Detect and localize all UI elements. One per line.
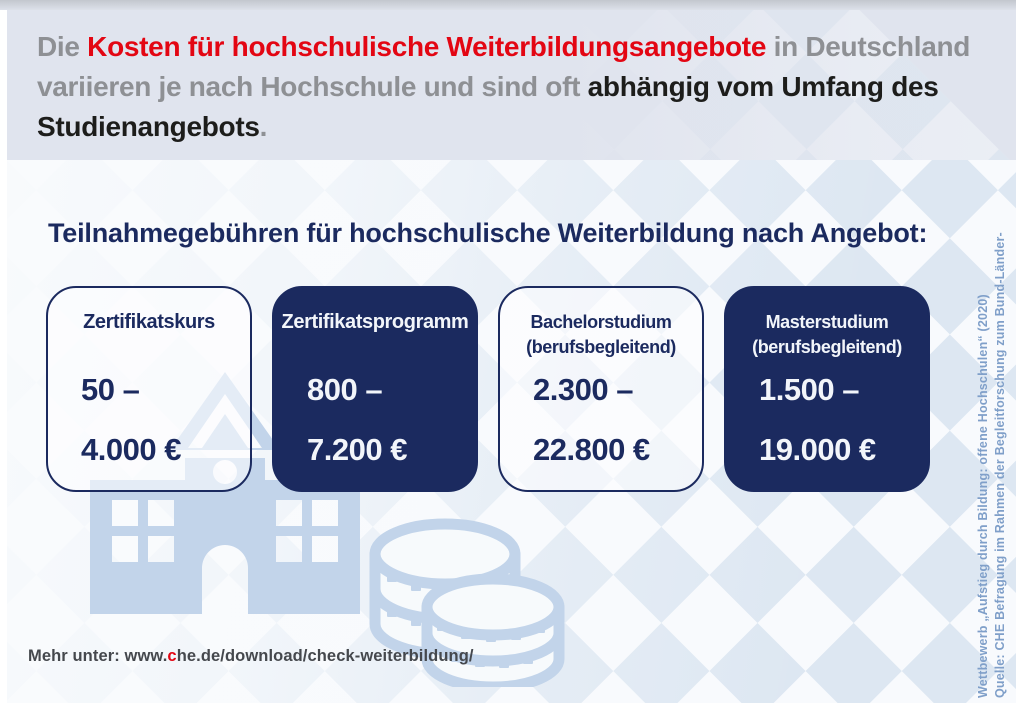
fee-card-label: Zertifikatsprogramm xyxy=(274,310,476,360)
fee-card-zertifikatskurs: Zertifikatskurs 50 – 4.000 € xyxy=(46,286,252,492)
headline-section: Die Kosten für hochschulische Weiterbild… xyxy=(7,10,1016,160)
fee-range-from: 1.500 – xyxy=(759,372,859,407)
headline-red-text: Kosten für hochschulische Weiterbildungs… xyxy=(87,31,767,62)
fee-card-label-line2: (berufsbegleitend) xyxy=(526,337,676,357)
source-line-2: Wettbewerb „Aufstieg durch Bildung: offe… xyxy=(976,294,990,698)
fee-range-to: 4.000 € xyxy=(81,432,181,467)
right-border xyxy=(1016,0,1024,703)
headline-line-1: Die Kosten für hochschulische Weiterbild… xyxy=(37,27,1016,67)
fee-range-to: 22.800 € xyxy=(533,432,650,467)
fee-range-to: 7.200 € xyxy=(307,432,407,467)
more-info-url: Mehr unter: www.che.de/download/check-we… xyxy=(28,647,474,666)
headline-dark-text: abhängig vom Umfang des xyxy=(587,71,939,102)
fee-card-label: Masterstudium (berufsbegleitend) xyxy=(726,310,928,360)
source-line-1: Quelle: CHE Befragung im Rahmen der Begl… xyxy=(993,232,1007,698)
chart-title: Teilnahmegebühren für hochschulische Wei… xyxy=(48,218,928,248)
headline-gray-text: Die xyxy=(37,31,88,62)
header-fade xyxy=(7,10,1016,160)
headline: Die Kosten für hochschulische Weiterbild… xyxy=(7,10,1016,147)
headline-gray-text: . xyxy=(259,111,268,142)
coins-icon xyxy=(369,518,565,687)
source-credit: Wettbewerb „Aufstieg durch Bildung: offe… xyxy=(975,178,1011,698)
fee-card-label-line2: (berufsbegleitend) xyxy=(752,337,902,357)
fee-card-zertifikatsprogramm: Zertifikatsprogramm 800 – 7.200 € xyxy=(272,286,478,492)
headline-line-2: variieren je nach Hochschule und sind of… xyxy=(37,67,1016,107)
fee-cards-row: Zertifikatskurs 50 – 4.000 € Zertifikats… xyxy=(46,286,930,492)
fee-card-label-line1: Masterstudium xyxy=(765,312,889,332)
url-red-letter: c xyxy=(167,647,177,665)
fee-card-label: Zertifikatskurs xyxy=(48,310,250,360)
content-section: Teilnahmegebühren für hochschulische Wei… xyxy=(7,160,1016,703)
fee-range: 50 – 4.000 € xyxy=(48,360,250,480)
fee-card-masterstudium: Masterstudium (berufsbegleitend) 1.500 –… xyxy=(724,286,930,492)
headline-dark-text: Studienangebots xyxy=(37,111,260,142)
fee-range-from: 50 – xyxy=(81,372,140,407)
university-building-icon xyxy=(90,372,360,614)
fee-range-from: 2.300 – xyxy=(533,372,633,407)
fee-card-label-line1: Bachelorstudium xyxy=(530,312,672,332)
headline-line-3: Studienangebots. xyxy=(37,107,1016,147)
url-text: he.de/download/check-weiterbildung/ xyxy=(176,647,474,665)
top-border xyxy=(0,0,1024,10)
headline-gray-text: in Deutschland xyxy=(766,31,971,62)
fee-range: 800 – 7.200 € xyxy=(274,360,476,480)
fee-range-from: 800 – xyxy=(307,372,383,407)
fee-range: 2.300 – 22.800 € xyxy=(500,360,702,480)
url-text: Mehr unter: www. xyxy=(28,647,168,665)
headline-gray-text: variieren je nach Hochschule und sind of… xyxy=(37,71,588,102)
fee-card-label: Bachelorstudium (berufsbegleitend) xyxy=(500,310,702,360)
fee-range: 1.500 – 19.000 € xyxy=(726,360,928,480)
fee-card-label-line1: Zertifikatskurs xyxy=(83,311,215,333)
fee-card-label-line1: Zertifikatsprogramm xyxy=(281,311,469,333)
fee-range-to: 19.000 € xyxy=(759,432,876,467)
fee-card-bachelorstudium: Bachelorstudium (berufsbegleitend) 2.300… xyxy=(498,286,704,492)
